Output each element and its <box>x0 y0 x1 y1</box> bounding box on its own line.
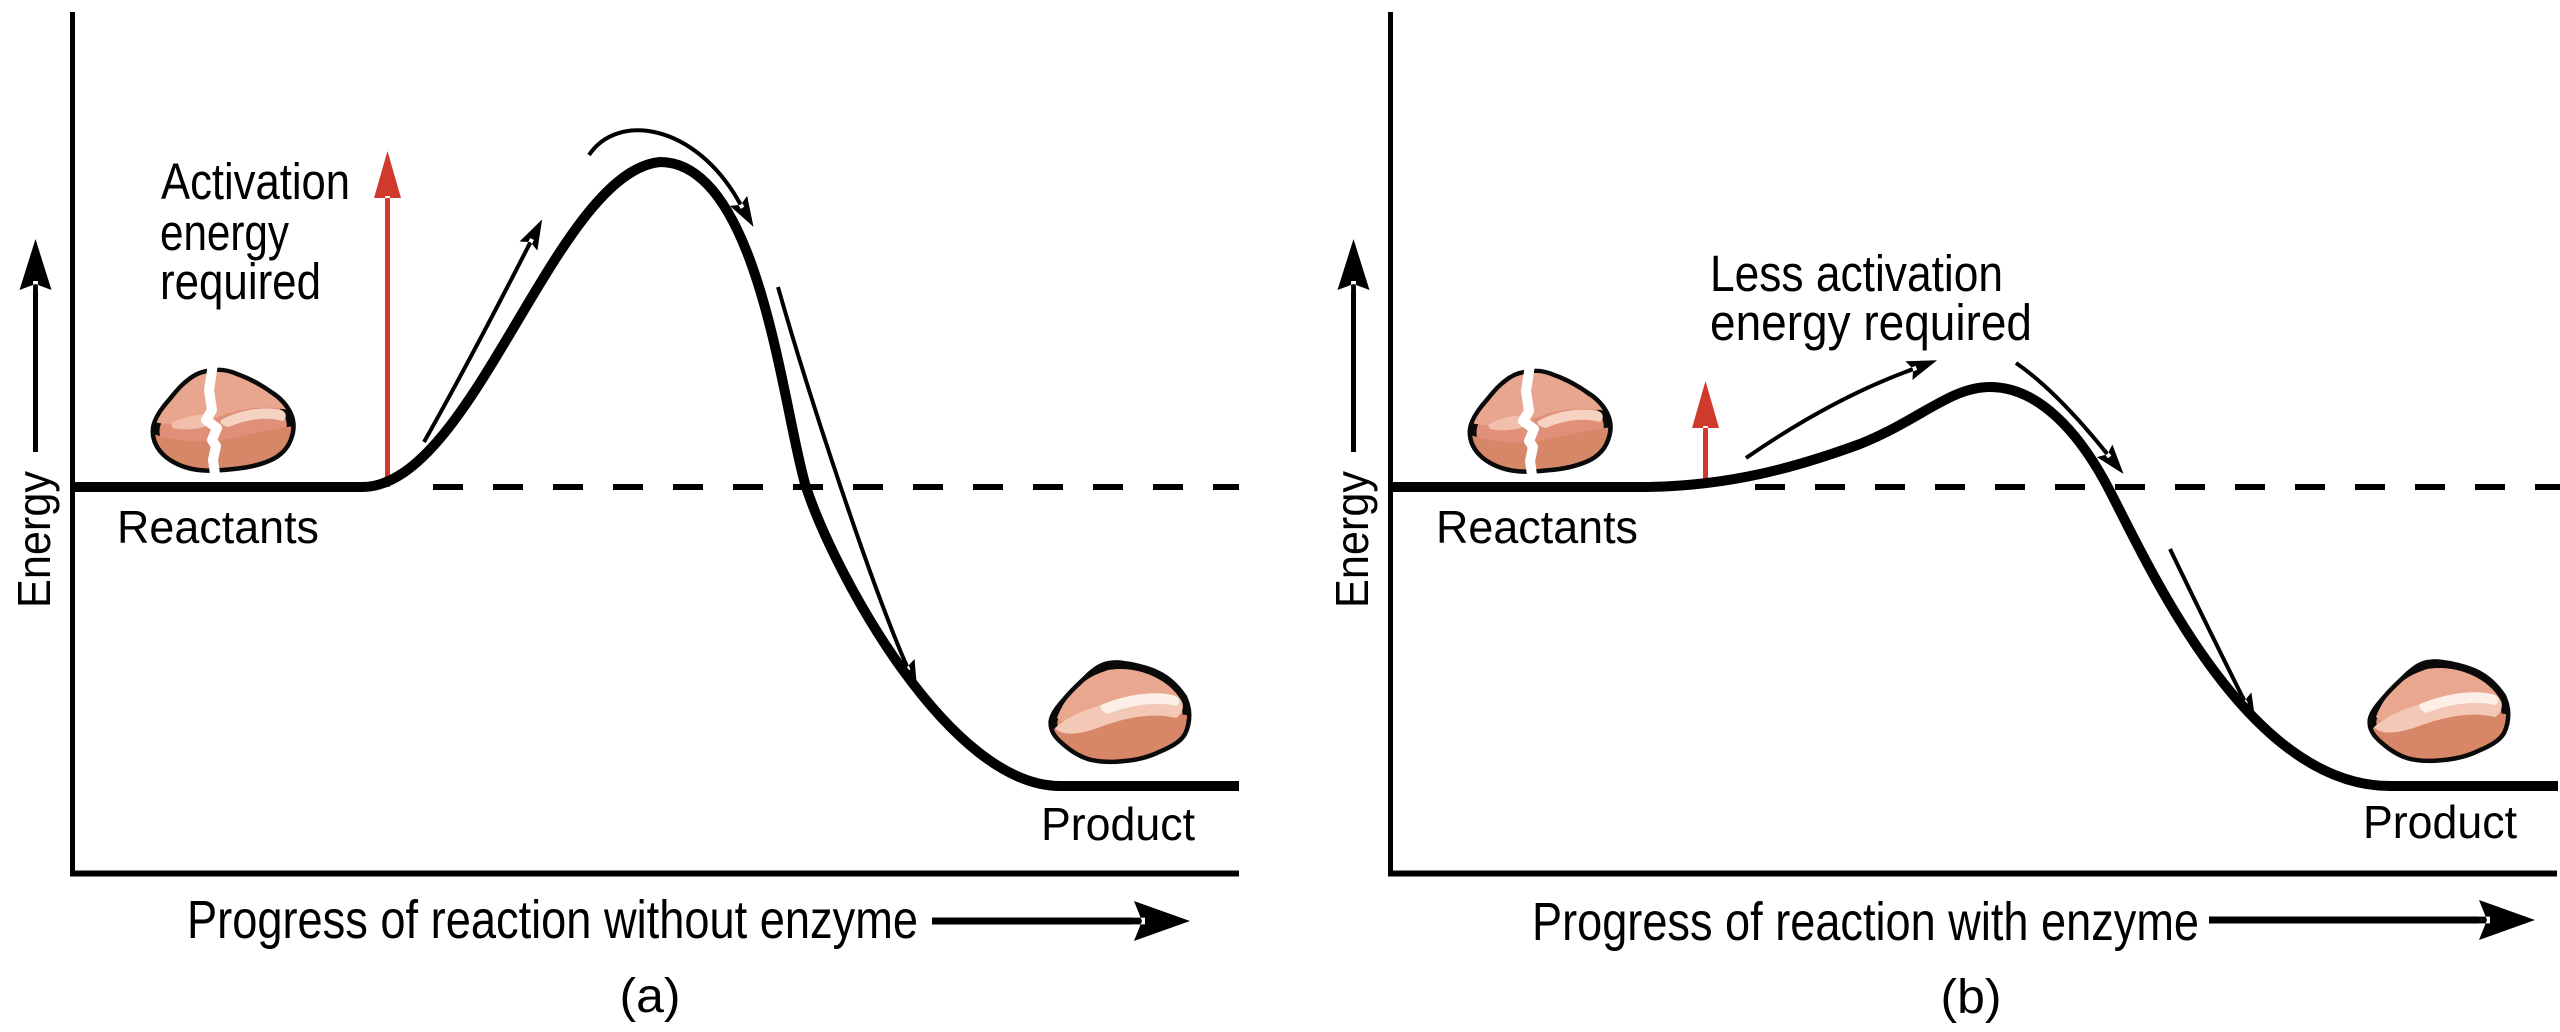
svg-text:required: required <box>160 253 321 310</box>
svg-text:Less activation: Less activation <box>1710 245 2003 302</box>
svg-text:Product: Product <box>2363 796 2517 848</box>
svg-text:Progress of reaction with enzy: Progress of reaction with enzyme <box>1532 892 2199 952</box>
svg-text:(a): (a) <box>620 970 681 1023</box>
svg-text:Reactants: Reactants <box>1436 501 1638 553</box>
svg-text:Energy: Energy <box>1326 471 1378 608</box>
svg-text:(b): (b) <box>1941 971 2002 1024</box>
svg-text:Activation: Activation <box>161 153 350 210</box>
svg-text:energy: energy <box>160 204 289 261</box>
svg-text:Progress of reaction without e: Progress of reaction without enzyme <box>187 890 918 950</box>
svg-text:energy required: energy required <box>1710 294 2032 351</box>
svg-text:Reactants: Reactants <box>117 501 319 553</box>
svg-text:Product: Product <box>1041 798 1195 850</box>
svg-text:Energy: Energy <box>8 471 60 608</box>
